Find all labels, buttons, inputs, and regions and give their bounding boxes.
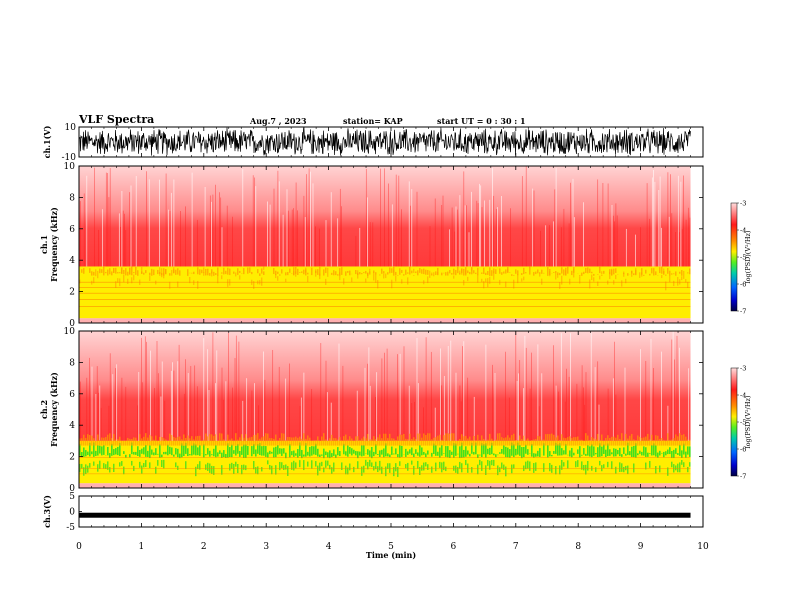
ch1-spec-low-band: [79, 318, 691, 323]
ch1-spec-ytick-label: 6: [69, 225, 75, 235]
ch1-spec-colorbar-tick-label: -6: [740, 281, 746, 289]
ch1-wave-ylabel: ch.1(V): [42, 125, 52, 158]
ch3-ytick-label: -5: [66, 523, 75, 533]
start-ut-label: start UT = 0 : 30 : 1: [437, 116, 526, 126]
ch1-spec-colorbar-tick-label: -3: [740, 200, 746, 208]
ch2-spec-colorbar-tick-label: -3: [740, 365, 746, 373]
ch2-spec-ylabel-line-0: ch.2: [39, 400, 49, 419]
ch1-spec-colorbar-tick-label: -5: [740, 254, 746, 262]
ch2-spec-colorbar-tick-label: -7: [740, 473, 746, 481]
ch2-spec-heatmap: [78, 331, 691, 488]
ch3-wave-ylabel: ch.3(V): [42, 495, 52, 528]
ch1-spec-ytick-label: 10: [64, 162, 76, 172]
x-axis-label: Time (min): [366, 550, 416, 560]
ch3-waveform-trace: [79, 512, 691, 518]
date-label: Aug.7 , 2023: [250, 116, 307, 126]
ch1-waveform-line: [78, 127, 691, 156]
ch1-spec-colorbar: [730, 202, 738, 312]
xtick-label-1: 1: [139, 542, 145, 552]
ch2-spec-colorbar-label: log(PSD)(V²/Hz): [744, 395, 752, 448]
station-label: station= KAP: [343, 116, 403, 126]
xtick-label-4: 4: [326, 542, 332, 552]
xtick-label-5: 5: [388, 542, 394, 552]
xtick-label-2: 2: [201, 542, 207, 552]
ch1-spec-ytick-label: 4: [69, 256, 75, 266]
ch1-wave-ytick-label: 10: [65, 123, 77, 133]
ch3-ytick-label: 5: [69, 492, 75, 502]
ch2-spec-colorbar-tick-label: -6: [740, 446, 746, 454]
ch2-spec-ytick-label: 8: [69, 358, 75, 368]
ch1-spec-heatmap: [79, 166, 691, 323]
ch1-spec-colorbar-tick-label: -4: [740, 227, 746, 235]
ch1-spec-yellow-band: [79, 266, 691, 319]
ch2-spec-ytick-label: 2: [69, 453, 75, 463]
ch1-spec-ytick-label: 2: [69, 288, 75, 298]
xtick-label-3: 3: [263, 542, 269, 552]
xtick-label-9: 9: [638, 542, 644, 552]
xtick-label-7: 7: [513, 542, 519, 552]
ch1-spec-ytick-label: 0: [69, 319, 75, 329]
ch2-spec-yellow-band: [79, 440, 691, 484]
ch2-spec-low-band: [79, 483, 691, 488]
chart-title: VLF Spectra: [79, 113, 155, 126]
ch3-waveform-frame: [78, 495, 704, 528]
ch1-wave-ytick-label: -10: [62, 153, 77, 163]
ch1-spec-ylabel-line-0: ch.1: [39, 235, 49, 254]
ch2-spec-ylabel-line-1: Frequency (kHz): [49, 372, 59, 447]
ch1-spec-ylabel-line-1: Frequency (kHz): [49, 207, 59, 282]
ch3-ytick-label: 0: [69, 508, 75, 518]
ch2-spec-ytick-label: 6: [69, 390, 75, 400]
xtick-label-8: 8: [575, 542, 581, 552]
ch1-spec-colorbar-label: log(PSD)(V²/Hz): [744, 230, 752, 283]
ch1-spec-colorbar-tick-label: -7: [740, 308, 746, 316]
ch2-spec-ytick-label: 4: [69, 421, 75, 431]
xtick-label-0: 0: [76, 542, 82, 552]
xtick-label-6: 6: [451, 542, 457, 552]
ch1-spec-ytick-label: 8: [69, 193, 75, 203]
ch2-spec-ytick-label: 0: [69, 484, 75, 494]
ch2-spec-colorbar-tick-label: -4: [740, 392, 746, 400]
ch2-spec-colorbar: [730, 367, 738, 477]
ch2-spec-colorbar-tick-label: -5: [740, 419, 746, 427]
xtick-label-10: 10: [697, 542, 709, 552]
ch2-spec-ytick-label: 10: [64, 327, 76, 337]
